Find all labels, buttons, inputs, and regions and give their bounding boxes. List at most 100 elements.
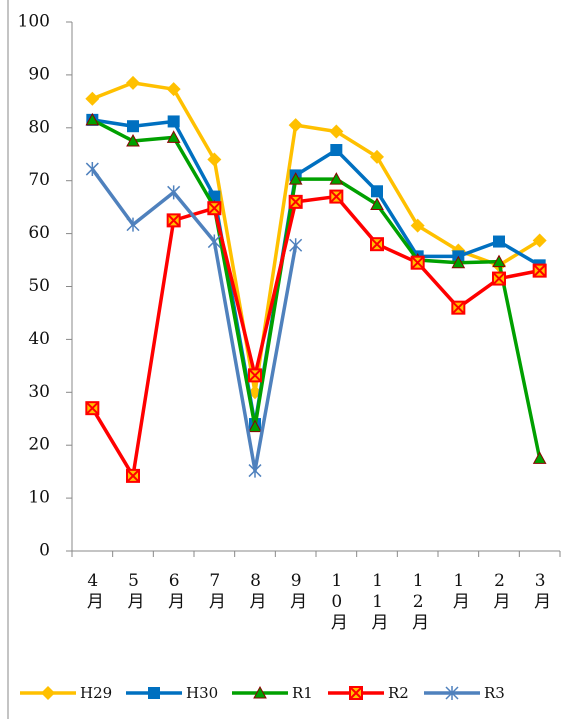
legend-item: H30 bbox=[126, 684, 218, 702]
marker bbox=[167, 115, 180, 128]
x-tick-label: 4月 bbox=[83, 571, 104, 610]
marker bbox=[288, 172, 303, 185]
x-tick-label: 2月 bbox=[490, 571, 511, 610]
marker bbox=[451, 255, 466, 269]
x-tick-label: 6月 bbox=[164, 571, 185, 610]
marker bbox=[370, 237, 384, 252]
legend-item: R1 bbox=[232, 684, 313, 702]
marker-cross bbox=[288, 195, 303, 209]
marker bbox=[253, 685, 267, 699]
marker bbox=[492, 271, 506, 286]
marker bbox=[330, 144, 343, 157]
marker bbox=[85, 91, 100, 106]
x-tick-label: 8月 bbox=[246, 571, 267, 610]
marker bbox=[248, 368, 262, 383]
marker bbox=[532, 451, 547, 464]
marker bbox=[370, 149, 384, 164]
marker bbox=[127, 120, 139, 133]
legend-label: H29 bbox=[80, 684, 112, 702]
marker bbox=[207, 152, 222, 167]
marker bbox=[207, 234, 221, 249]
legend-item: H29 bbox=[20, 684, 112, 702]
y-tick-label: 90 bbox=[28, 64, 50, 84]
legend-label: H30 bbox=[186, 684, 218, 702]
marker bbox=[126, 468, 140, 483]
marker bbox=[451, 300, 466, 315]
y-tick-label: 20 bbox=[28, 435, 50, 455]
marker bbox=[329, 172, 344, 185]
marker-cross bbox=[329, 189, 344, 204]
marker bbox=[532, 233, 547, 248]
legend-label: R1 bbox=[292, 684, 313, 702]
x-tick-label: 7月 bbox=[205, 571, 226, 610]
marker bbox=[371, 185, 383, 198]
marker bbox=[370, 197, 384, 211]
marker bbox=[445, 686, 459, 700]
marker bbox=[289, 238, 303, 253]
y-tick-label: 40 bbox=[28, 329, 50, 349]
marker-cross bbox=[532, 263, 547, 278]
marker-cross bbox=[349, 686, 363, 700]
marker-cross bbox=[410, 255, 425, 270]
marker-cross bbox=[370, 237, 384, 251]
x-tick-label: 9月 bbox=[286, 571, 307, 610]
marker-cross bbox=[207, 201, 222, 215]
marker bbox=[493, 235, 505, 248]
y-tick-label: 10 bbox=[28, 488, 50, 508]
y-tick-label: 80 bbox=[28, 117, 50, 137]
legend-item: R2 bbox=[328, 684, 409, 702]
marker bbox=[349, 686, 363, 700]
x-tick-label: 1月 bbox=[449, 571, 470, 610]
marker bbox=[85, 162, 99, 177]
marker bbox=[148, 687, 160, 699]
series-line bbox=[90, 168, 298, 473]
marker bbox=[492, 254, 506, 268]
legend-label: R2 bbox=[388, 684, 409, 702]
x-tick-label: 12月 bbox=[408, 571, 429, 631]
marker-cross bbox=[248, 368, 262, 383]
marker bbox=[126, 217, 140, 232]
marker bbox=[248, 463, 262, 478]
series-line bbox=[90, 194, 541, 478]
marker bbox=[85, 112, 100, 126]
x-tick-label: 10月 bbox=[327, 571, 348, 631]
marker-cross bbox=[166, 213, 181, 228]
marker-cross bbox=[85, 401, 100, 415]
marker bbox=[288, 118, 303, 133]
marker bbox=[166, 213, 181, 228]
y-tick-label: 30 bbox=[28, 382, 50, 402]
marker bbox=[248, 419, 262, 433]
marker-cross bbox=[126, 469, 140, 483]
marker bbox=[85, 401, 100, 416]
marker bbox=[126, 133, 140, 147]
y-tick-label: 100 bbox=[18, 12, 50, 32]
y-tick-label: 0 bbox=[39, 541, 50, 561]
marker bbox=[207, 201, 222, 216]
marker bbox=[329, 189, 344, 204]
y-tick-label: 70 bbox=[28, 170, 50, 190]
marker bbox=[41, 686, 55, 700]
series-line bbox=[91, 118, 542, 459]
marker-cross bbox=[451, 300, 466, 315]
marker-cross bbox=[492, 271, 506, 286]
marker bbox=[126, 75, 140, 90]
marker bbox=[167, 185, 181, 200]
marker bbox=[329, 124, 344, 139]
y-tick-label: 50 bbox=[28, 276, 50, 296]
marker bbox=[166, 82, 181, 97]
x-tick-label: 5月 bbox=[124, 571, 145, 610]
marker bbox=[410, 255, 425, 270]
marker bbox=[532, 263, 547, 278]
y-tick-label: 60 bbox=[28, 223, 50, 243]
series-line bbox=[91, 81, 541, 395]
legend-item: R3 bbox=[424, 684, 505, 702]
marker bbox=[410, 218, 425, 233]
x-tick-label: 11月 bbox=[368, 571, 389, 631]
marker bbox=[166, 130, 181, 143]
series-line bbox=[92, 118, 541, 426]
marker bbox=[288, 194, 303, 209]
x-tick-label: 3月 bbox=[530, 571, 551, 610]
legend-label: R3 bbox=[484, 684, 505, 702]
